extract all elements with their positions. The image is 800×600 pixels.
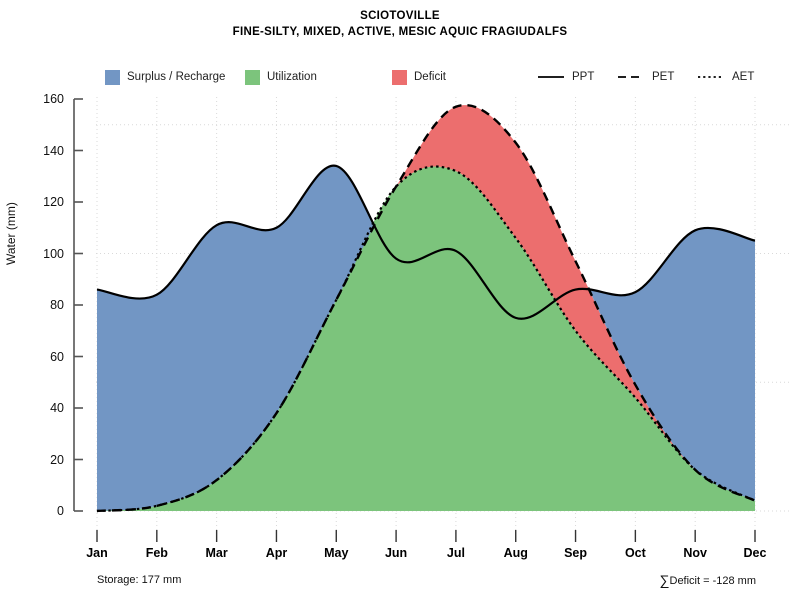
dotted-line-icon — [697, 70, 725, 84]
y-tick-label: 80 — [50, 298, 64, 312]
storage-note: Storage: 177 mm — [97, 574, 182, 586]
y-tick-label: 60 — [50, 349, 64, 364]
y-tick-label: 120 — [43, 195, 64, 209]
y-tick-label: 20 — [50, 452, 64, 467]
legend-item-aet[interactable]: AET — [697, 68, 754, 86]
x-tick-label-mar: Mar — [205, 546, 228, 560]
chart-subtitle: FINE-SILTY, MIXED, ACTIVE, MESIC AQUIC F… — [232, 26, 568, 38]
x-tick-label-feb: Feb — [145, 546, 168, 560]
x-tick-label-jan: Jan — [86, 546, 108, 560]
y-tick-label: 140 — [43, 143, 64, 158]
deficit-note: ∑Deficit = -128 mm — [660, 572, 756, 588]
solid-line-icon — [537, 70, 565, 84]
band-utilization — [97, 166, 755, 511]
sigma-icon: ∑ — [659, 572, 670, 588]
legend-swatch-surplus — [105, 69, 120, 85]
x-tick-label-dec: Dec — [743, 546, 767, 560]
dashed-line-icon — [617, 70, 645, 84]
legend-item-utilization[interactable]: Utilization — [245, 68, 317, 86]
x-tick-label-oct: Oct — [624, 546, 646, 560]
band-surplus — [97, 165, 755, 511]
legend-item-deficit[interactable]: Deficit — [392, 68, 446, 86]
x-tick-label-nov: Nov — [683, 546, 707, 560]
x-tick-label-sep: Sep — [564, 546, 587, 560]
series-line-pet — [96, 103, 756, 513]
legend-swatch-utilization — [245, 69, 260, 85]
x-tick-label-may: May — [324, 546, 349, 560]
y-tick-label: 40 — [50, 401, 64, 415]
page-title: SCIOTOVILLE — [360, 10, 440, 22]
x-tick-label-aug: Aug — [503, 546, 528, 560]
legend-swatch-deficit — [392, 69, 407, 85]
x-tick-label-jun: Jun — [384, 546, 408, 560]
legend-item-ppt[interactable]: PPT — [537, 68, 594, 86]
legend-label-aet: AET — [732, 71, 755, 83]
chart-title-block: SCIOTOVILLE FINE-SILTY, MIXED, ACTIVE, M… — [0, 8, 800, 40]
y-tick-label: 160 — [43, 92, 64, 106]
legend-item-surplus[interactable]: Surplus / Recharge — [105, 68, 225, 86]
series-line-ppt — [96, 164, 756, 320]
legend-label-deficit: Deficit — [414, 71, 446, 83]
legend-label-utilization: Utilization — [267, 71, 317, 83]
x-tick-label-jul: Jul — [446, 546, 465, 560]
deficit-note-text: Deficit = -128 mm — [669, 575, 757, 587]
y-tick-label: 100 — [43, 246, 64, 261]
chart-legend: Surplus / Recharge Utilization Deficit P… — [0, 68, 800, 86]
band-deficit — [397, 105, 694, 469]
legend-label-ppt: PPT — [572, 71, 595, 83]
legend-item-pet[interactable]: PET — [617, 68, 674, 86]
x-tick-label-apr: Apr — [265, 546, 288, 560]
legend-label-pet: PET — [652, 71, 675, 83]
legend-label-surplus: Surplus / Recharge — [127, 71, 226, 83]
y-tick-label: 0 — [57, 504, 64, 518]
